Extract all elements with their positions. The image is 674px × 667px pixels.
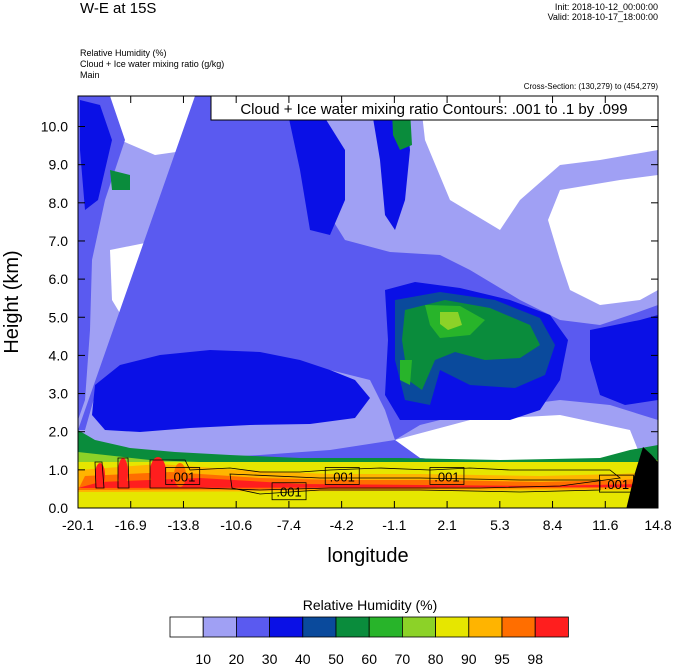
x-tick-label: -16.9 — [115, 517, 147, 533]
x-tick-label: -7.4 — [277, 517, 301, 533]
y-axis-label: Height (km) — [1, 250, 23, 353]
x-tick-label: 11.6 — [592, 517, 618, 533]
colorbar-level-label: 60 — [361, 651, 377, 667]
colorbar-swatch — [534, 616, 569, 638]
field-label-cloud: Cloud + Ice water mixing ratio (g/kg) — [80, 59, 225, 69]
colorbar-level-label: 95 — [494, 651, 510, 667]
colorbar-level-label: 70 — [395, 651, 411, 667]
contour-label-box — [271, 482, 307, 501]
colorbar-swatch — [401, 616, 436, 638]
colorbar-level-label: 90 — [461, 651, 477, 667]
contour-label-box — [324, 467, 360, 485]
init-time: Init: 2018-10-12_00:00:00 — [554, 2, 658, 12]
colorbar: 10 20 30 40 50 60 70 80 90 95 98 — [169, 616, 569, 667]
contour-info-text: Cloud + Ice water mixing ratio Contours:… — [240, 101, 627, 118]
colorbar-level-label: 30 — [262, 651, 278, 667]
colorbar-level-label: 40 — [295, 651, 311, 667]
rh-band-70-80 — [400, 305, 485, 385]
contour-label: .001 — [330, 469, 355, 484]
rh-white-right — [548, 175, 658, 305]
contour-label: .001 — [604, 477, 629, 492]
colorbar-title: Relative Humidity (%) — [303, 597, 438, 613]
y-tick-label: 5.0 — [49, 309, 69, 325]
colorbar-swatch — [169, 616, 204, 638]
colorbar-swatch — [302, 616, 337, 638]
rh-red-blob-2 — [118, 458, 128, 486]
x-axis-label: longitude — [327, 545, 408, 567]
rh-white-top-center — [285, 96, 658, 230]
y-axis: 0.0 1.0 2.0 3.0 4.0 5.0 6.0 7.0 8.0 9.0 10.0 — [41, 119, 658, 516]
cross-section-label: Cross-Section: (130,279) to (454,279) — [523, 82, 658, 91]
contour-label: .001 — [170, 469, 195, 484]
y-tick-label: 9.0 — [49, 157, 69, 173]
valid-time: Valid: 2018-10-17_18:00:00 — [547, 12, 658, 22]
x-tick-label: 2.1 — [437, 517, 457, 533]
contour-label-box — [599, 474, 634, 493]
colorbar-swatch — [335, 616, 370, 638]
colorbar-swatch — [435, 616, 470, 638]
y-tick-label: 3.0 — [49, 386, 69, 402]
contour-info-box — [210, 95, 659, 121]
colorbar-level-label: 10 — [195, 651, 211, 667]
y-tick-label: 4.0 — [49, 347, 69, 363]
x-tick-label: 14.8 — [644, 517, 671, 533]
colorbar-level-label: 98 — [527, 651, 543, 667]
contour-labels: .001 .001 .001 .001 .001 — [165, 467, 634, 501]
field-label-main: Main — [80, 70, 100, 80]
rh-white-lower — [395, 415, 640, 465]
x-tick-label: -4.2 — [330, 517, 354, 533]
colorbar-swatch — [468, 616, 503, 638]
x-tick-label: -13.8 — [167, 517, 199, 533]
x-axis: -20.1 -16.9 -13.8 -10.6 -7.4 -4.2 -1.1 2.1 5.3 8.… — [62, 96, 672, 533]
chart-title: W-E at 15S — [80, 0, 157, 17]
x-tick-label: 5.3 — [490, 517, 510, 533]
field-label-rh: Relative Humidity (%) — [80, 48, 167, 58]
colorbar-swatch — [368, 616, 403, 638]
colorbar-swatch — [202, 616, 237, 638]
rh-red-blob-3 — [150, 457, 166, 487]
cloud-contour-line-2 — [229, 473, 601, 495]
colorbar-level-label: 20 — [229, 651, 245, 667]
colorbar-swatch — [269, 616, 304, 638]
colorbar-swatch — [235, 616, 270, 638]
colorbar-level-label: 50 — [328, 651, 344, 667]
contour-label: .001 — [276, 485, 301, 500]
rh-filled-contours — [78, 96, 658, 508]
y-tick-label: 1.0 — [49, 462, 69, 478]
y-tick-label: 7.0 — [49, 233, 69, 249]
contour-label-box — [429, 467, 465, 485]
x-tick-label: 8.4 — [543, 517, 563, 533]
y-tick-label: 6.0 — [49, 271, 69, 287]
y-tick-label: 2.0 — [49, 424, 69, 440]
rh-red-blob-4 — [174, 463, 186, 487]
x-tick-label: -20.1 — [62, 517, 94, 533]
rh-band-80-90 — [440, 312, 462, 330]
x-tick-label: -10.6 — [220, 517, 252, 533]
colorbar-swatch — [501, 616, 536, 638]
cloud-contour-line-3 — [94, 457, 130, 489]
contour-label: .001 — [434, 469, 459, 484]
y-tick-label: 8.0 — [49, 195, 69, 211]
cloud-contour-line-1 — [149, 459, 621, 491]
y-tick-label: 0.0 — [49, 500, 69, 516]
y-tick-label: 10.0 — [41, 119, 68, 135]
contour-label-box — [165, 467, 201, 485]
x-tick-label: -1.1 — [382, 517, 406, 533]
colorbar-level-label: 80 — [428, 651, 444, 667]
terrain-silhouette — [626, 446, 658, 508]
rh-low-red — [78, 478, 658, 488]
